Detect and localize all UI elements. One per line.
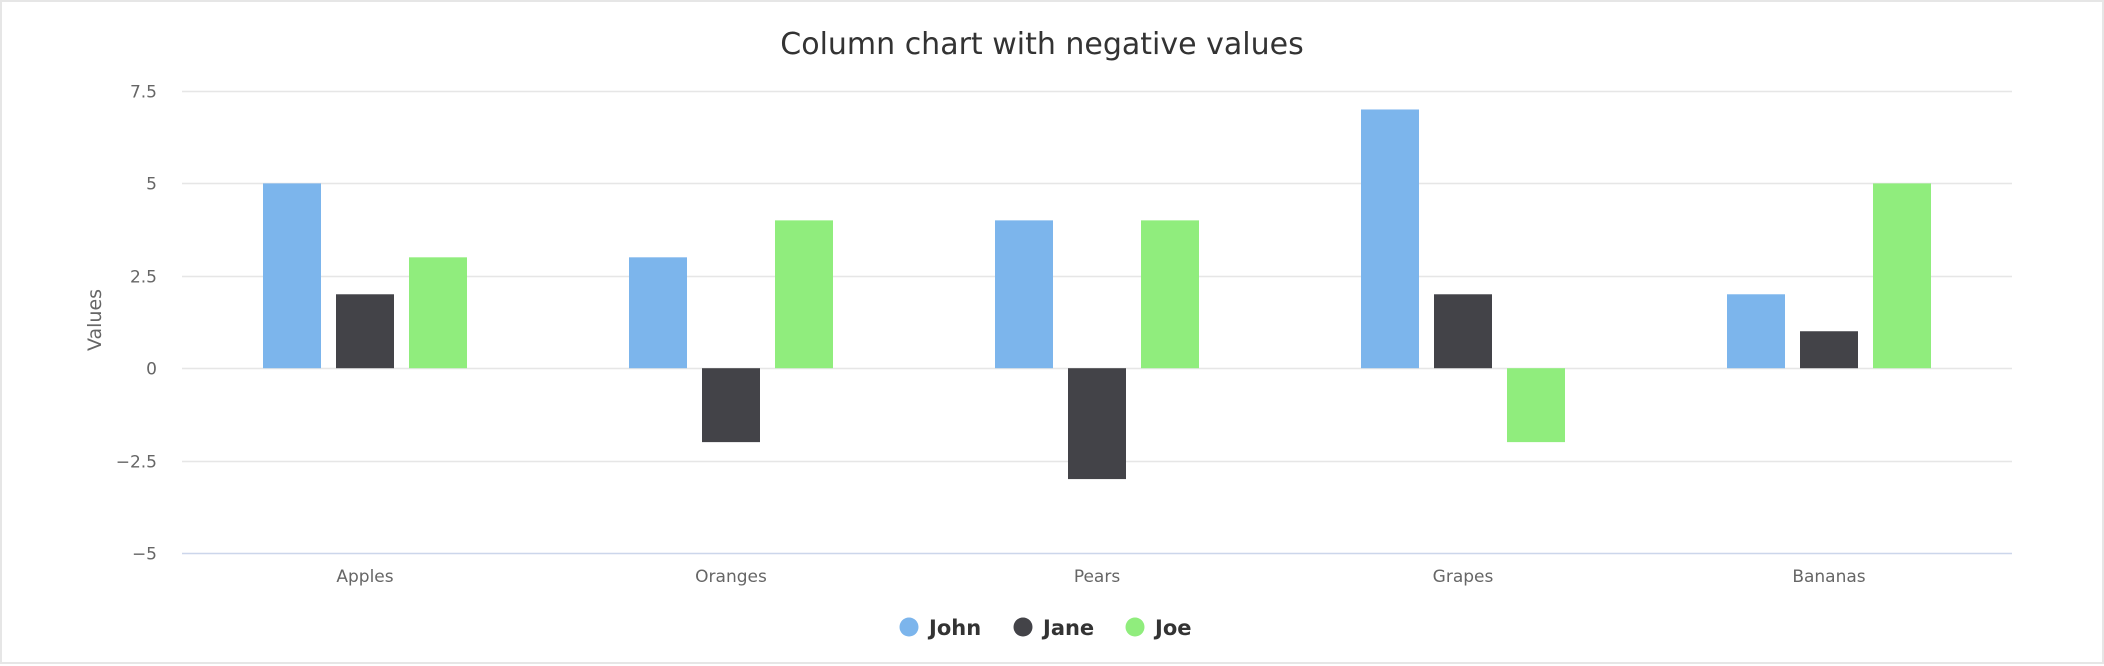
bars	[263, 109, 1931, 480]
y-axis-tick-labels: −5 −2.5 0 2.5 5 7.5	[116, 83, 157, 565]
legend-marker-icon	[1013, 617, 1033, 637]
bar-john-oranges[interactable]	[629, 257, 687, 369]
x-tick-label: Grapes	[1433, 567, 1494, 587]
y-tick-label: 7.5	[130, 83, 157, 103]
legend-marker-icon	[1125, 617, 1145, 637]
bar-john-pears[interactable]	[995, 220, 1053, 369]
bar-joe-pears[interactable]	[1141, 220, 1199, 369]
bar-joe-bananas[interactable]	[1873, 183, 1931, 369]
y-tick-label: −5	[132, 545, 157, 565]
x-tick-label: Oranges	[695, 567, 767, 587]
x-tick-label: Pears	[1074, 567, 1121, 587]
x-tick-label: Apples	[336, 567, 393, 587]
legend-marker-icon	[899, 617, 919, 637]
chart-title: Column chart with negative values	[780, 27, 1303, 62]
legend-item-joe[interactable]: Joe	[1125, 616, 1192, 640]
bar-john-apples[interactable]	[263, 183, 321, 369]
bar-jane-grapes[interactable]	[1434, 294, 1492, 369]
y-tick-label: 5	[146, 175, 157, 195]
y-tick-label: 0	[146, 360, 157, 380]
bar-joe-apples[interactable]	[409, 257, 467, 369]
legend[interactable]: John Jane Joe	[899, 616, 1192, 640]
bar-jane-pears[interactable]	[1068, 368, 1126, 480]
legend-item-john[interactable]: John	[899, 616, 982, 640]
legend-item-jane[interactable]: Jane	[1013, 616, 1095, 640]
legend-label: Joe	[1153, 616, 1191, 640]
bar-john-bananas[interactable]	[1727, 294, 1785, 369]
bar-john-grapes[interactable]	[1361, 109, 1419, 369]
y-tick-label: 2.5	[130, 268, 157, 288]
y-tick-label: −2.5	[116, 453, 157, 473]
y-axis-title: Values	[84, 289, 106, 351]
bar-jane-apples[interactable]	[336, 294, 394, 369]
legend-label: John	[927, 616, 981, 640]
bar-joe-grapes[interactable]	[1507, 368, 1565, 443]
x-axis-tick-labels: Apples Oranges Pears Grapes Bananas	[336, 567, 1865, 587]
legend-label: Jane	[1041, 616, 1094, 640]
bar-jane-oranges[interactable]	[702, 368, 760, 443]
x-tick-label: Bananas	[1792, 567, 1865, 587]
bar-joe-oranges[interactable]	[775, 220, 833, 369]
bar-jane-bananas[interactable]	[1800, 331, 1858, 369]
